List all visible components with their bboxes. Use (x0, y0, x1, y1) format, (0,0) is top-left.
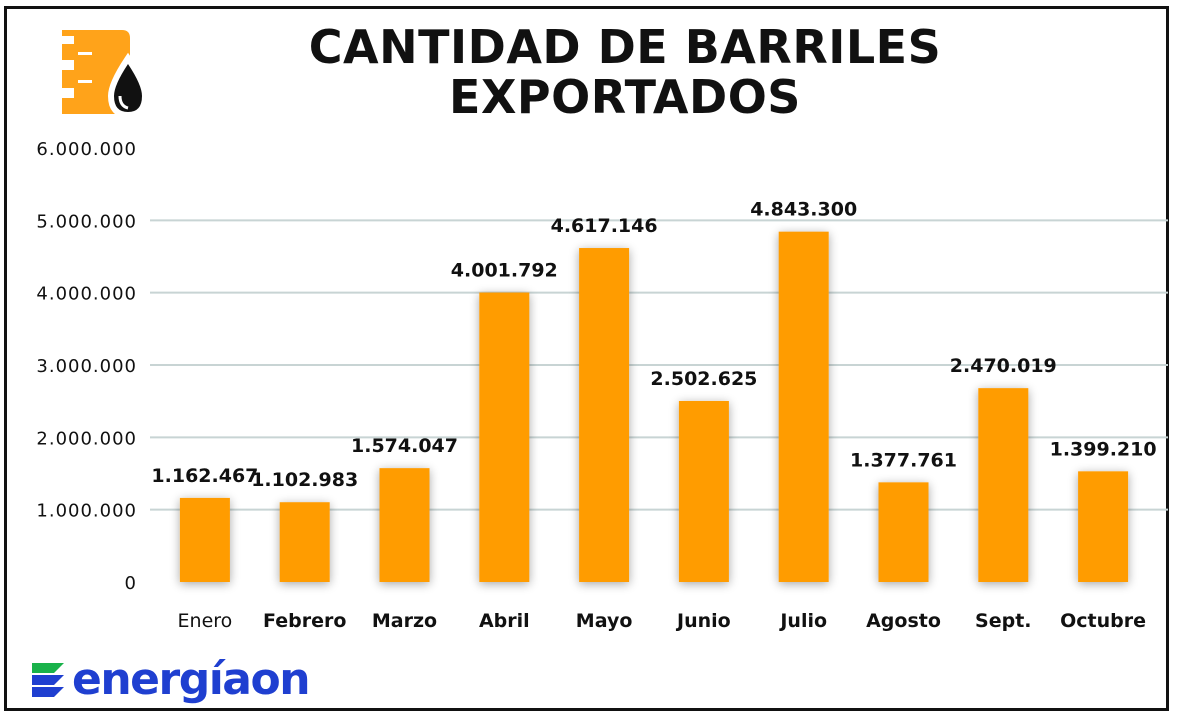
x-axis: Enero Febrero Marzo Abril Mayo Junio Julio Agos… (178, 610, 1147, 632)
bar (878, 482, 929, 582)
x-tick-label: Enero (178, 610, 233, 632)
y-tick-label: 5.000.000 (36, 211, 137, 232)
data-label: 2.502.625 (650, 368, 757, 390)
bar (379, 468, 430, 582)
bar (1078, 471, 1129, 582)
x-tick-label: Mayo (576, 610, 633, 632)
bar (279, 502, 330, 582)
x-tick-label: Marzo (372, 610, 437, 632)
oil-barrel-drop-icon (56, 26, 156, 122)
data-label: 1.399.210 (1050, 438, 1157, 460)
x-tick-label: Junio (675, 610, 731, 632)
bar (978, 388, 1029, 582)
x-tick-label: Octubre (1060, 610, 1146, 632)
bar (579, 248, 630, 583)
y-axis: 0 1.000.000 2.000.000 3.000.000 4.000.000 5.0… (36, 139, 137, 594)
bars (179, 231, 1129, 583)
chart-title: CANTIDAD DE BARRILES EXPORTADOS (215, 22, 1035, 122)
data-label: 4.001.792 (451, 260, 558, 282)
data-label: 1.102.983 (251, 469, 358, 491)
y-tick-label: 0 (125, 573, 137, 594)
y-tick-label: 6.000.000 (36, 139, 137, 160)
x-tick-label: Julio (778, 610, 827, 632)
x-tick-label: Agosto (866, 610, 941, 632)
data-label: 4.617.146 (551, 215, 658, 237)
bar (479, 292, 530, 582)
y-tick-label: 3.000.000 (36, 356, 137, 377)
brand-name: energíaon (72, 654, 311, 705)
chart-title-line2: EXPORTADOS (449, 70, 801, 124)
y-tick-label: 2.000.000 (36, 428, 137, 449)
data-label: 1.574.047 (351, 435, 458, 457)
chart-title-line1: CANTIDAD DE BARRILES (308, 20, 942, 74)
x-tick-label: Abril (479, 610, 530, 632)
data-label: 2.470.019 (950, 355, 1057, 377)
bar (678, 400, 729, 582)
x-tick-label: Febrero (263, 610, 346, 632)
data-label: 1.377.761 (850, 449, 957, 471)
data-label: 1.162.467 (151, 465, 258, 487)
brand-logo: energíaon (30, 652, 311, 708)
y-tick-label: 1.000.000 (36, 501, 137, 522)
bar (179, 497, 230, 582)
energiaon-logo-icon (32, 663, 64, 697)
bar (778, 231, 829, 582)
y-tick-label: 4.000.000 (36, 284, 137, 305)
data-label: 4.843.300 (750, 199, 857, 221)
x-tick-label: Sept. (975, 610, 1031, 632)
